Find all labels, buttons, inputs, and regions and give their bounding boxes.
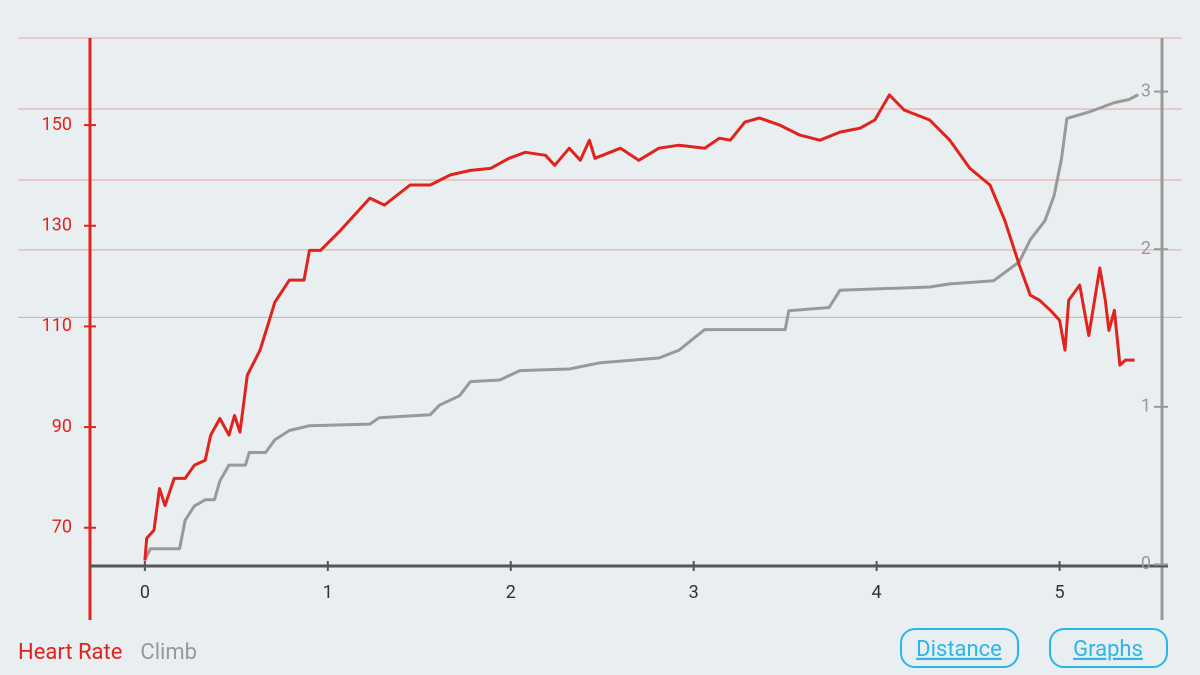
- legend-entry[interactable]: Climb: [140, 640, 197, 665]
- x-tick-label: 4: [872, 582, 882, 603]
- y-tick-label: 130: [42, 214, 72, 235]
- y-tick-label: 70: [52, 516, 72, 537]
- x-tick-label: 3: [689, 582, 699, 603]
- legend-entry[interactable]: Heart Rate: [18, 640, 122, 665]
- distance-button-label[interactable]: Distance: [916, 637, 1002, 662]
- distance-button[interactable]: [900, 628, 1019, 668]
- y-tick-label: 150: [42, 114, 72, 135]
- graphs-button-label[interactable]: Graphs: [1073, 637, 1143, 662]
- y2-tick-label: 2: [1141, 238, 1151, 259]
- y-tick-label: 110: [42, 315, 72, 336]
- x-tick-label: 5: [1054, 582, 1064, 603]
- y2-tick-label: 1: [1141, 396, 1151, 417]
- x-tick-label: 2: [506, 582, 516, 603]
- y-tick-label: 90: [52, 416, 72, 437]
- series-line: [143, 93, 1135, 561]
- y2-tick-label: 0: [1141, 553, 1151, 574]
- y2-tick-label: 3: [1141, 80, 1151, 101]
- graphs-button[interactable]: [1049, 628, 1168, 668]
- plot: 70 90 110 130 150 0 1 2 3 0 1 2 3 4 5 Heart Rate Climb: [18, 37, 1182, 665]
- x-tick-label: 0: [140, 582, 150, 603]
- series-line: [143, 93, 1139, 561]
- x-tick-label: 1: [323, 582, 333, 603]
